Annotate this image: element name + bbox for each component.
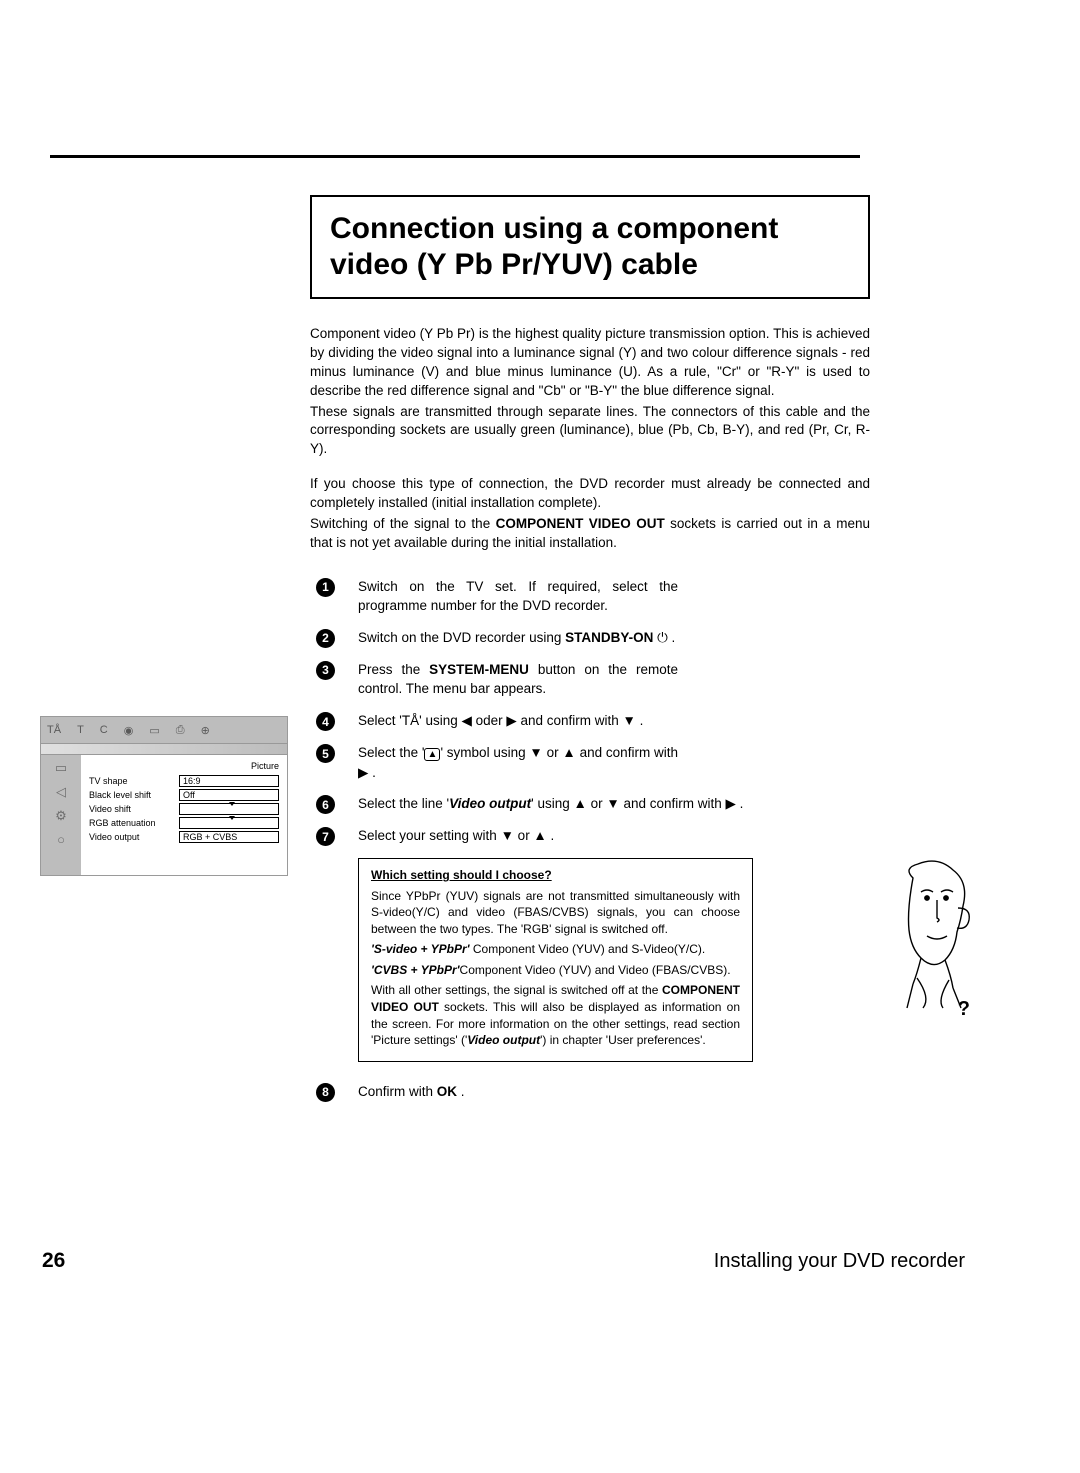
osd-row-label: TV shape [89,776,179,786]
osd-sub-bar [41,743,287,755]
intro-paragraph-2: These signals are transmitted through se… [310,403,870,460]
step-8-text: Confirm with OK . [358,1082,870,1102]
top-icon: ⊕ [201,724,210,737]
step-6-text: Select the line 'Video output' using ▲ o… [358,794,870,814]
osd-row-value: 16:9 [179,775,279,787]
step-6: 6 Select the line 'Video output' using ▲… [310,794,870,814]
step-1: 1 Switch on the TV set. If required, sel… [310,577,870,616]
step-number-5: 5 [316,744,335,763]
osd-row-value: RGB + CVBS [179,831,279,843]
osd-row-value [179,803,279,815]
step-2: 2 Switch on the DVD recorder using STAND… [310,628,870,648]
step-4-text: Select 'TÅ' using ◀ oder ▶ and confirm w… [358,711,678,731]
face-illustration [883,858,978,1018]
top-icon: ▭ [149,724,159,737]
intro-paragraph-3b: Switching of the signal to the COMPONENT… [310,515,870,553]
osd-row: RGB attenuation [89,817,279,829]
callout-opt1: 'S-video + YPbPr' Component Video (YUV) … [371,941,740,958]
tools-icon: TÅ [402,713,419,728]
step-number-7: 7 [316,827,335,846]
osd-row-label: RGB attenuation [89,818,179,828]
osd-main: Picture TV shape16:9Black level shiftOff… [81,755,287,875]
numbered-steps: 1 Switch on the TV set. If required, sel… [310,577,870,1102]
osd-row-value [179,817,279,829]
osd-row: Video outputRGB + CVBS [89,831,279,843]
osd-screenshot: TÅ T C ◉ ▭ ⎙ ⊕ ▭ ◁ ⚙ ○ Picture TV shape1… [40,716,288,876]
top-icon: C [100,724,108,736]
top-icon: TÅ [47,724,61,736]
osd-row: Black level shiftOff [89,789,279,801]
page-number: 26 [42,1249,65,1273]
callout-wrap: Which setting should I choose? Since YPb… [358,858,870,1061]
side-icon: ○ [53,833,69,847]
step-7-text: Select your setting with ▼ or ▲ . [358,826,870,846]
callout-p1: Since YPbPr (YUV) signals are not transm… [371,888,740,938]
osd-row: Video shift [89,803,279,815]
step-number-2: 2 [316,629,335,648]
horizontal-rule [50,155,860,158]
picture-icon: ▲ [424,748,440,761]
step-7: 7 Select your setting with ▼ or ▲ . [310,826,870,846]
footer-title: Installing your DVD recorder [714,1250,965,1273]
step-number-4: 4 [316,712,335,731]
step-5: 5 Select the '▲' symbol using ▼ or ▲ and… [310,743,870,782]
osd-caption: Picture [89,761,279,771]
osd-row: TV shape16:9 [89,775,279,787]
section-title-box: Connection using a component video (Y Pb… [310,195,870,299]
content-column: Connection using a component video (Y Pb… [310,195,870,1114]
side-icon: ⚙ [53,809,69,823]
intro-paragraph-1: Component video (Y Pb Pr) is the highest… [310,325,870,401]
step-2-text: Switch on the DVD recorder using STANDBY… [358,628,678,648]
step-3: 3 Press the SYSTEM-MENU button on the re… [310,660,870,699]
step-3-text: Press the SYSTEM-MENU button on the remo… [358,660,678,699]
step-number-8: 8 [316,1083,335,1102]
step-5-text: Select the '▲' symbol using ▼ or ▲ and c… [358,743,678,782]
step-number-6: 6 [316,795,335,814]
side-icon: ◁ [53,785,69,799]
callout-box: Which setting should I choose? Since YPb… [358,858,753,1061]
callout-heading: Which setting should I choose? [371,868,552,882]
step-4: 4 Select 'TÅ' using ◀ oder ▶ and confirm… [310,711,870,731]
top-icon: T [77,724,84,736]
top-icon: ⎙ [176,724,185,737]
osd-row-label: Video shift [89,804,179,814]
step-1-text: Switch on the TV set. If required, selec… [358,577,678,616]
top-icon: ◉ [124,724,134,737]
step-number-1: 1 [316,578,335,597]
callout-p4: With all other settings, the signal is s… [371,982,740,1048]
intro-paragraph-3a: If you choose this type of connection, t… [310,475,870,513]
intro-text: Component video (Y Pb Pr) is the highest… [310,325,870,553]
side-icon: ▭ [53,761,69,775]
step-8: 8 Confirm with OK . [310,1082,870,1102]
osd-sidebar: ▭ ◁ ⚙ ○ [41,755,81,875]
osd-top-bar: TÅ T C ◉ ▭ ⎙ ⊕ [41,717,287,743]
step-number-3: 3 [316,661,335,680]
section-title: Connection using a component video (Y Pb… [330,211,850,283]
osd-row-label: Black level shift [89,790,179,800]
osd-row-label: Video output [89,832,179,842]
callout-opt2: 'CVBS + YPbPr'Component Video (YUV) and … [371,962,740,979]
osd-row-value: Off [179,789,279,801]
question-mark-icon: ? [958,998,970,1021]
